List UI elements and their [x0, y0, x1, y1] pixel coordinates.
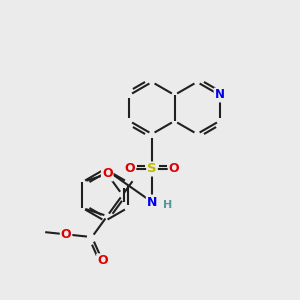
Text: N: N	[147, 196, 157, 208]
Text: O: O	[102, 167, 112, 181]
Text: O: O	[169, 163, 179, 176]
Text: O: O	[61, 228, 71, 241]
Text: S: S	[147, 163, 157, 176]
Text: H: H	[164, 200, 172, 210]
Text: N: N	[214, 88, 224, 101]
Text: O: O	[97, 254, 108, 267]
Text: O: O	[125, 163, 135, 176]
